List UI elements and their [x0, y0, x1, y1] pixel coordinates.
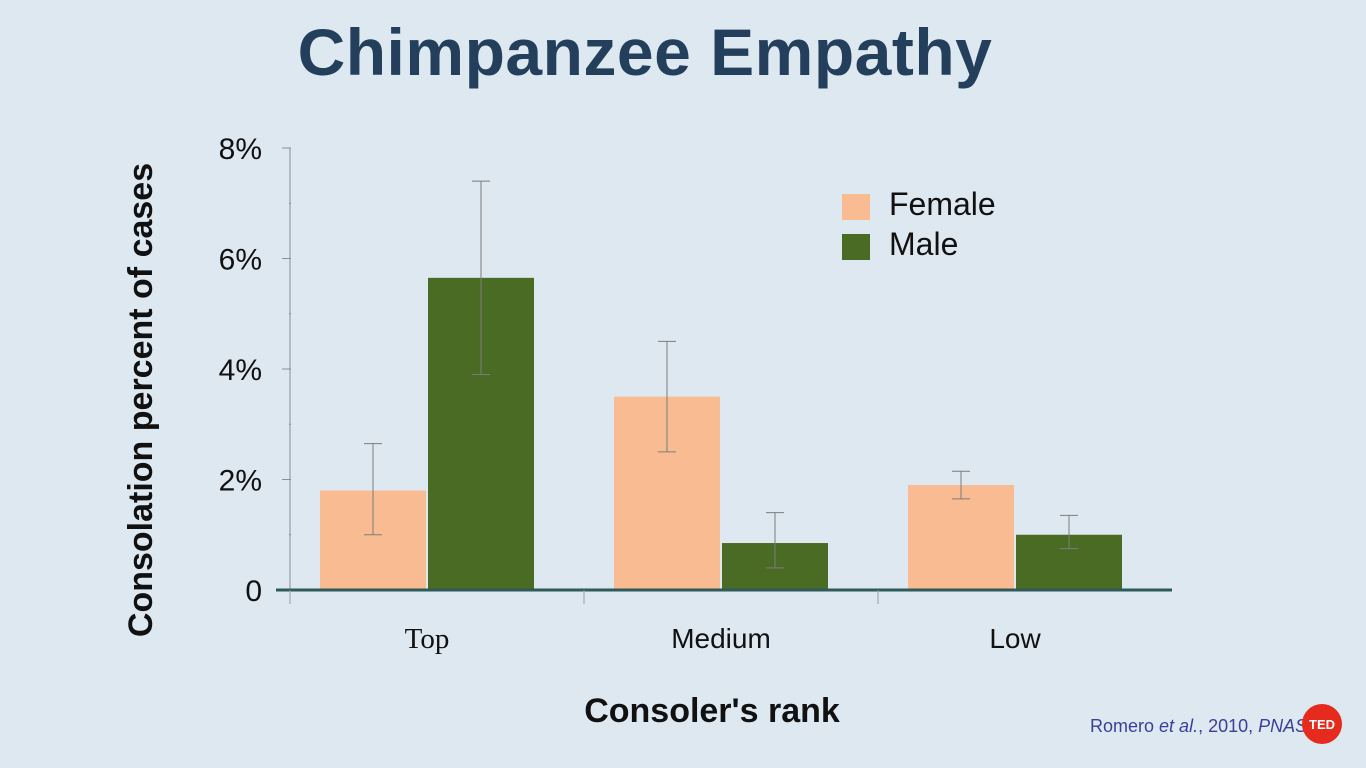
citation-etal: et al.	[1159, 716, 1199, 736]
x-tick-label-top: Top	[405, 623, 450, 655]
citation-authors: Romero	[1090, 716, 1155, 736]
x-axis-label: Consoler's rank	[584, 692, 840, 730]
y-tick-label: 0	[245, 575, 262, 608]
x-tick-label-medium: Medium	[671, 623, 771, 654]
legend-label-female: Female	[889, 186, 996, 222]
y-axis: 0 2% 4% 6% 8%	[219, 133, 291, 608]
y-tick-label: 4%	[219, 354, 262, 387]
bar-female-low	[908, 485, 1014, 590]
bars	[320, 180, 1122, 590]
legend: Female Male	[842, 186, 996, 262]
x-tick-label-low: Low	[989, 623, 1041, 654]
citation-journal: PNAS	[1258, 716, 1308, 736]
ted-logo-text: TED	[1309, 716, 1335, 732]
x-axis: Top Medium Low	[276, 588, 1172, 655]
slide-title: Chimpanzee Empathy	[297, 15, 993, 89]
citation: Romero et al., 2010, PNAS	[1090, 716, 1307, 737]
y-tick-label: 8%	[219, 133, 262, 166]
legend-swatch-female	[842, 194, 870, 220]
y-axis-label: Consolation percent of cases	[122, 163, 160, 637]
ted-logo-icon: TED	[1302, 704, 1342, 744]
legend-swatch-male	[842, 234, 870, 260]
legend-label-male: Male	[889, 226, 958, 262]
y-tick-label: 2%	[219, 465, 262, 498]
y-tick-label: 6%	[219, 244, 262, 277]
citation-year: , 2010,	[1198, 716, 1259, 736]
